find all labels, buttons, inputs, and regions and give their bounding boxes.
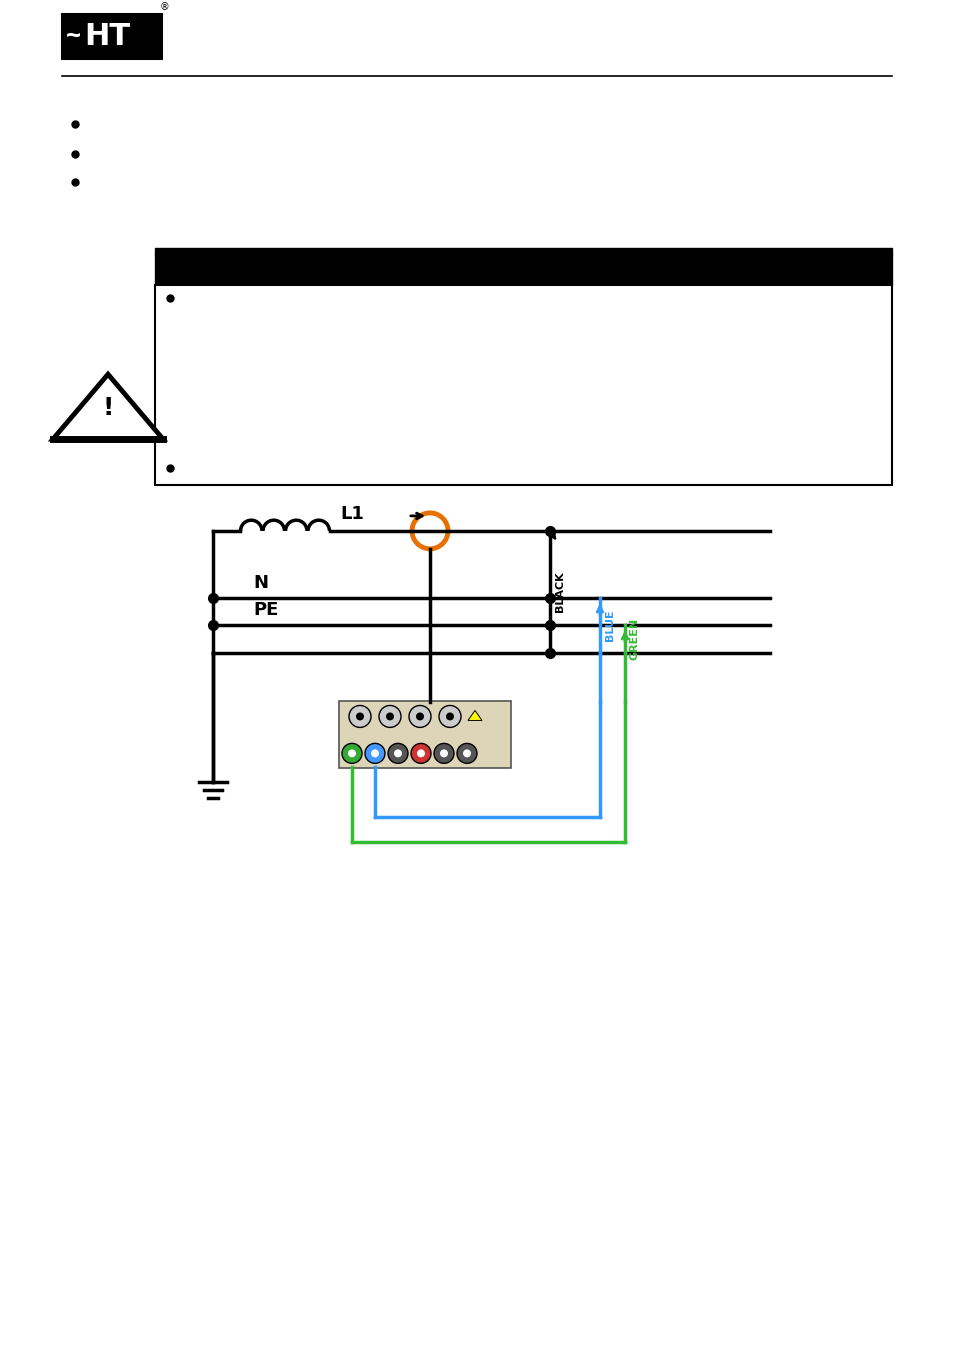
Circle shape [341, 743, 361, 763]
Circle shape [456, 743, 476, 763]
Circle shape [386, 712, 394, 720]
Text: L1: L1 [339, 505, 363, 523]
Text: PE: PE [253, 601, 278, 619]
Text: ~: ~ [66, 24, 81, 49]
Circle shape [462, 750, 471, 758]
FancyBboxPatch shape [62, 14, 162, 59]
Circle shape [416, 712, 423, 720]
Circle shape [434, 743, 454, 763]
Circle shape [416, 750, 424, 758]
Circle shape [411, 743, 431, 763]
Text: BLUE: BLUE [604, 609, 615, 642]
Circle shape [438, 705, 460, 727]
Circle shape [349, 705, 371, 727]
Circle shape [388, 743, 408, 763]
Circle shape [355, 712, 364, 720]
Text: !: ! [102, 396, 113, 420]
Text: BLACK: BLACK [555, 571, 564, 612]
Circle shape [446, 712, 454, 720]
Text: HT: HT [84, 22, 130, 51]
Text: ®: ® [160, 3, 170, 12]
FancyBboxPatch shape [154, 285, 891, 485]
Circle shape [365, 743, 385, 763]
Text: GREEN: GREEN [629, 617, 639, 659]
FancyBboxPatch shape [154, 247, 891, 285]
Polygon shape [468, 711, 481, 720]
Circle shape [348, 750, 355, 758]
Polygon shape [53, 374, 163, 439]
FancyBboxPatch shape [338, 701, 511, 769]
Text: N: N [253, 574, 268, 592]
Circle shape [394, 750, 401, 758]
Circle shape [409, 705, 431, 727]
Circle shape [439, 750, 448, 758]
Circle shape [371, 750, 378, 758]
Circle shape [378, 705, 400, 727]
